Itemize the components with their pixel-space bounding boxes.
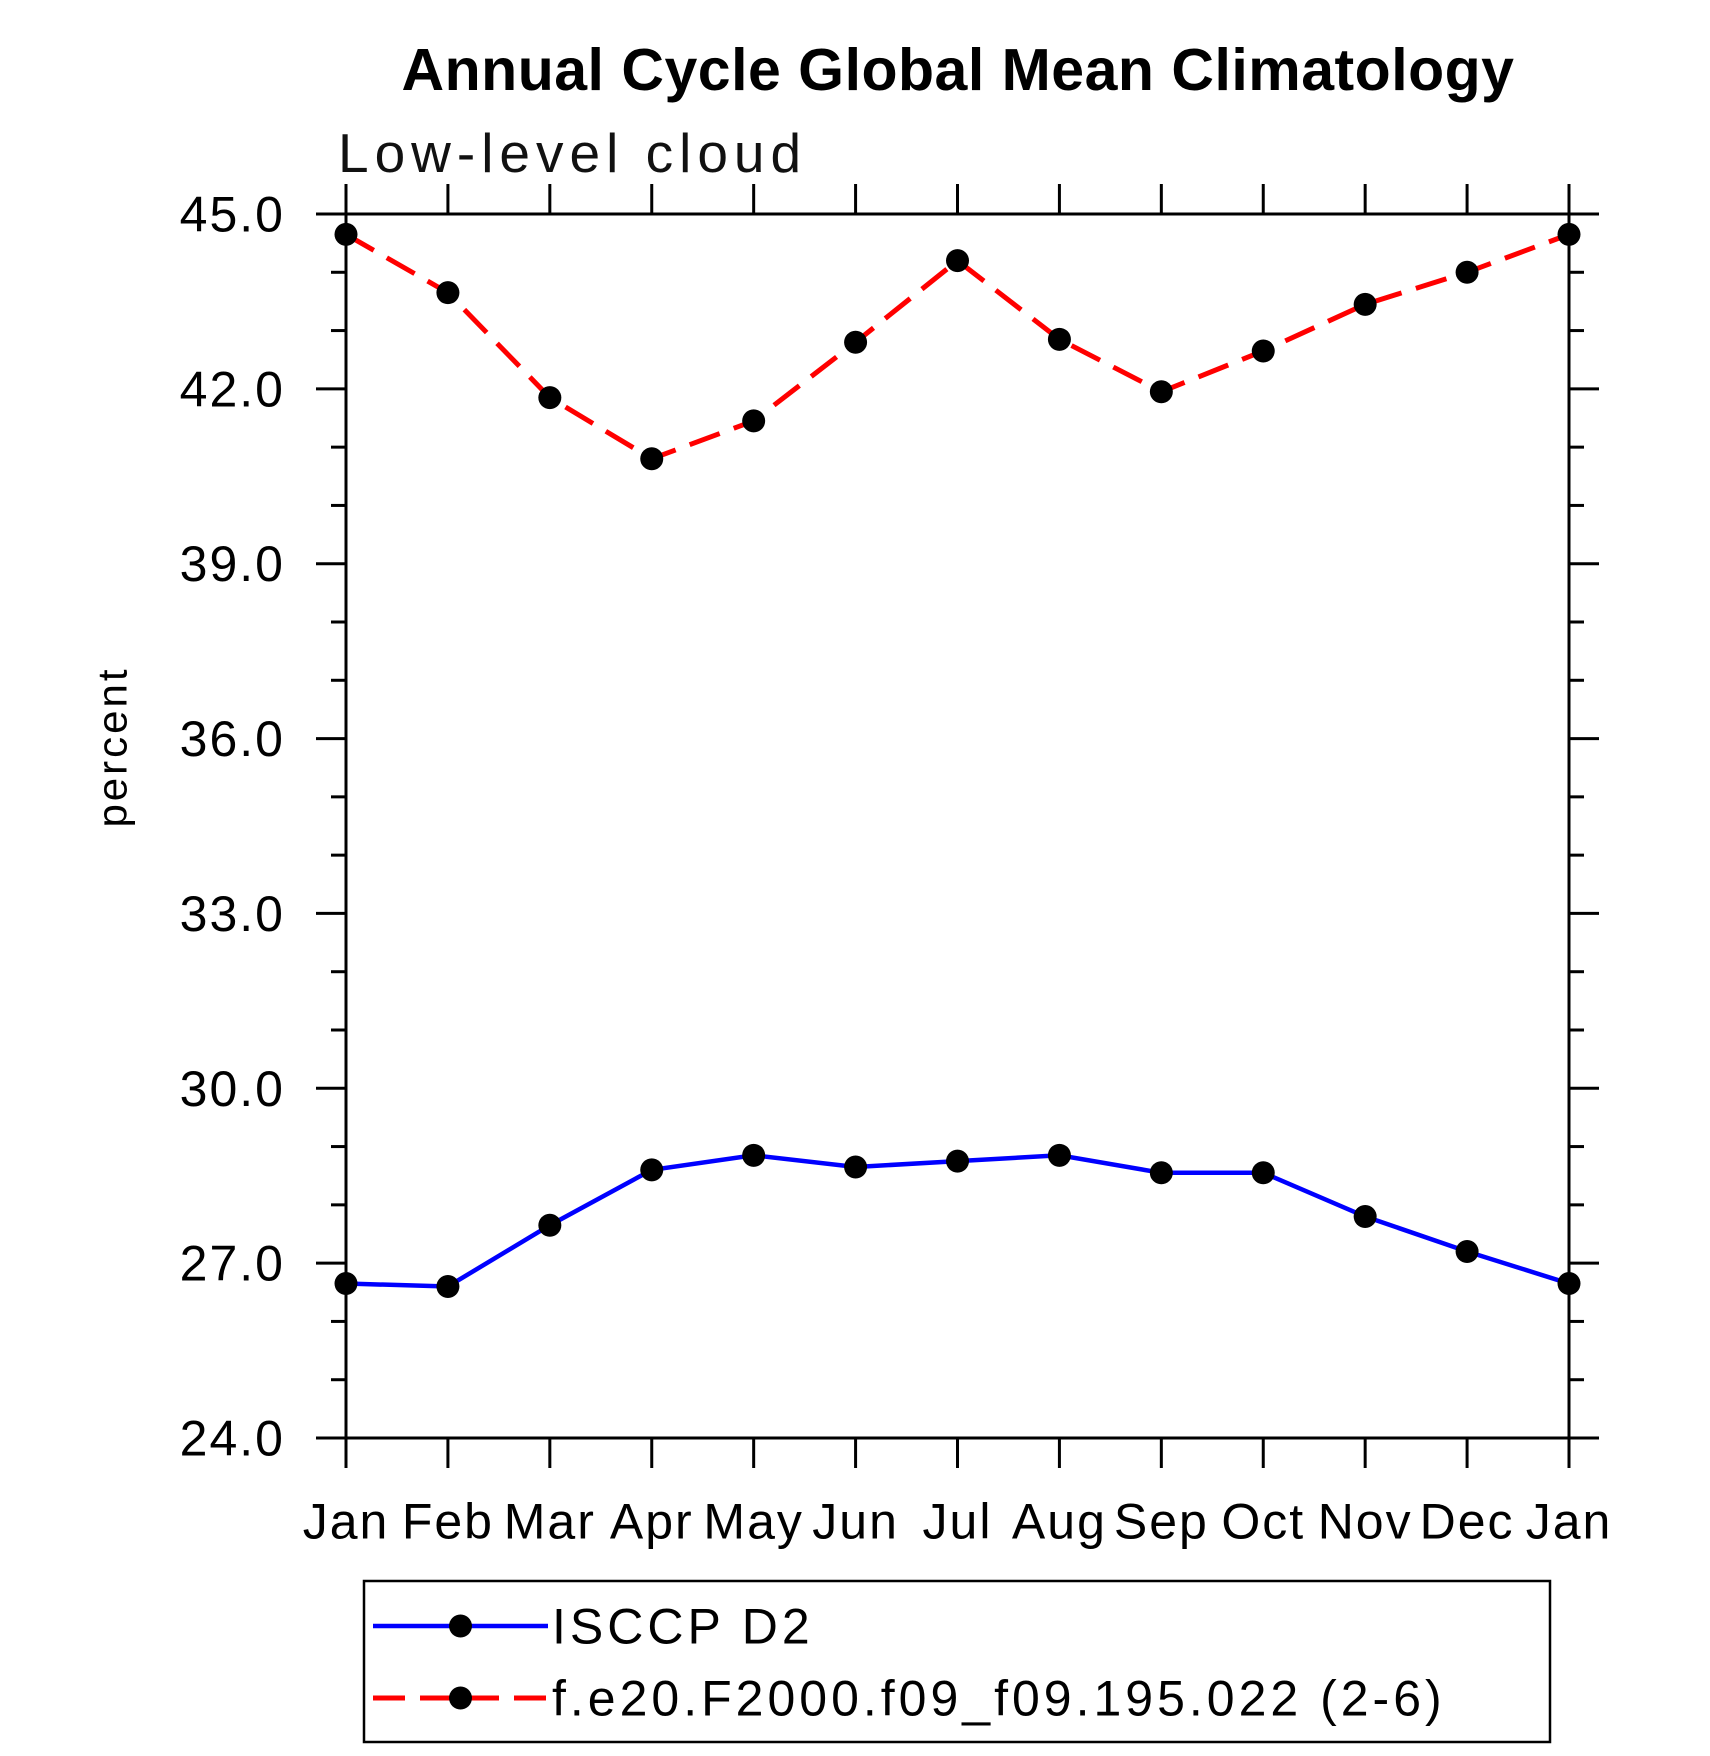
x-axis-tick-label: Jan <box>303 1494 390 1550</box>
series-marker-isccp-d2 <box>334 1272 358 1296</box>
series-marker-f-e20-f2000-f09-f09-195-022-2-6 <box>1557 222 1581 246</box>
chart-title: Annual Cycle Global Mean Climatology <box>402 37 1515 103</box>
series-marker-f-e20-f2000-f09-f09-195-022-2-6 <box>538 386 562 410</box>
y-axis-tick-label: 39.0 <box>180 536 285 592</box>
chart-subtitle: Low-level cloud <box>338 122 807 184</box>
x-axis-tick-label: Jul <box>923 1494 993 1550</box>
series-marker-f-e20-f2000-f09-f09-195-022-2-6 <box>844 330 868 354</box>
legend-box <box>362 1579 1552 1744</box>
series-group <box>334 222 1581 1298</box>
axes-frame: Jan Feb Mar Apr May Jun Jul Aug Sep Oct Nov Dec Jan2… <box>180 184 1613 1550</box>
x-axis-tick-label: Dec <box>1420 1494 1515 1550</box>
y-axis-tick-label: 27.0 <box>180 1236 285 1292</box>
x-axis-tick-label: Feb <box>402 1494 494 1550</box>
x-axis-tick-label: Nov <box>1318 1494 1413 1550</box>
series-marker-isccp-d2 <box>1557 1272 1581 1296</box>
series-marker-isccp-d2 <box>844 1155 868 1179</box>
x-axis-tick-label: May <box>703 1494 803 1550</box>
series-marker-isccp-d2 <box>640 1158 664 1182</box>
series-marker-f-e20-f2000-f09-f09-195-022-2-6 <box>1353 292 1377 316</box>
series-marker-isccp-d2 <box>1455 1239 1479 1263</box>
y-axis-tick-label: 36.0 <box>180 711 285 767</box>
series-marker-isccp-d2 <box>1149 1161 1173 1185</box>
x-axis-tick-label: Apr <box>610 1494 694 1550</box>
y-axis-title: percent <box>89 666 136 827</box>
series-marker-f-e20-f2000-f09-f09-195-022-2-6 <box>640 447 664 471</box>
series-marker-f-e20-f2000-f09-f09-195-022-2-6 <box>334 222 358 246</box>
series-marker-isccp-d2 <box>1353 1205 1377 1229</box>
legend-sample-marker <box>449 1686 472 1710</box>
series-marker-f-e20-f2000-f09-f09-195-022-2-6 <box>1251 339 1275 363</box>
plot-frame <box>344 212 1571 1440</box>
y-axis-tick-label: 24.0 <box>180 1411 285 1467</box>
x-axis-tick-label: Jun <box>812 1494 899 1550</box>
series-marker-isccp-d2 <box>946 1149 969 1173</box>
y-axis-tick-label: 33.0 <box>180 886 285 942</box>
x-axis-tick-label: Aug <box>1012 1494 1107 1550</box>
series-marker-f-e20-f2000-f09-f09-195-022-2-6 <box>742 409 766 433</box>
series-marker-isccp-d2 <box>436 1274 460 1298</box>
series-marker-isccp-d2 <box>538 1213 562 1237</box>
x-axis-tick-label: Sep <box>1114 1494 1209 1550</box>
series-line-isccp-d2 <box>345 1153 1570 1289</box>
series-marker-f-e20-f2000-f09-f09-195-022-2-6 <box>1149 380 1173 404</box>
y-axis-tick-label: 42.0 <box>180 361 285 417</box>
series-marker-f-e20-f2000-f09-f09-195-022-2-6 <box>1455 260 1479 284</box>
x-axis-tick-label: Mar <box>504 1494 596 1550</box>
series-marker-f-e20-f2000-f09-f09-195-022-2-6 <box>1047 327 1071 351</box>
y-axis-tick-label: 30.0 <box>180 1061 285 1117</box>
series-marker-isccp-d2 <box>1047 1143 1071 1167</box>
legend-item-label: f.e20.F2000.f09_f09.195.022 (2-6) <box>552 1671 1446 1727</box>
legend-sample-marker <box>449 1614 472 1638</box>
series-marker-isccp-d2 <box>742 1143 766 1167</box>
x-axis-tick-label: Jan <box>1526 1494 1613 1550</box>
x-axis-tick-label: Oct <box>1221 1494 1305 1550</box>
series-marker-isccp-d2 <box>1251 1161 1275 1185</box>
legend: ISCCP D2 f.e20.F2000.f09_f09.195.022 (2-6… <box>362 1579 1552 1744</box>
series-marker-f-e20-f2000-f09-f09-195-022-2-6 <box>946 249 969 273</box>
legend-item-label: ISCCP D2 <box>552 1599 814 1655</box>
y-axis-tick-label: 45.0 <box>180 187 285 243</box>
series-marker-f-e20-f2000-f09-f09-195-022-2-6 <box>436 281 460 305</box>
